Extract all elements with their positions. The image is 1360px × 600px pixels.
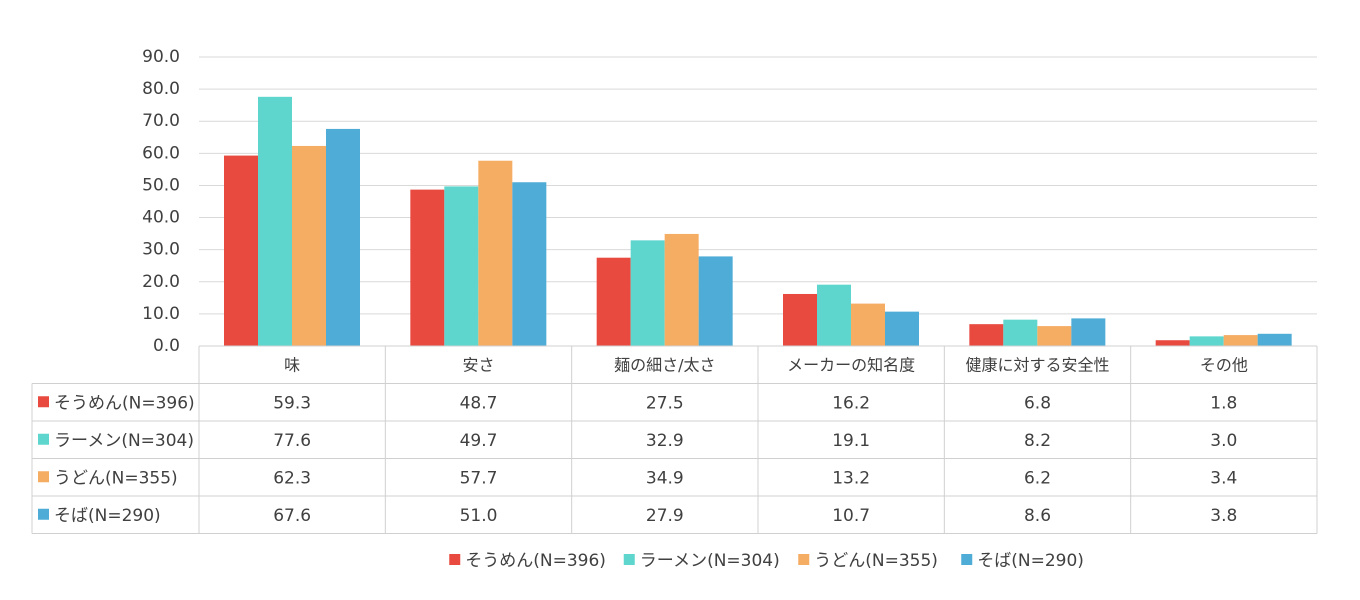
table-cell: 8.6 bbox=[1024, 506, 1051, 526]
y-tick-label: 70.0 bbox=[142, 111, 180, 131]
bar bbox=[698, 256, 733, 346]
row-label: そば(N=290) bbox=[54, 506, 161, 526]
table-cell: 3.4 bbox=[1210, 468, 1237, 488]
category-label: 味 bbox=[284, 355, 300, 374]
row-legend-swatch bbox=[38, 433, 49, 445]
bar bbox=[969, 324, 1004, 346]
bar bbox=[1223, 335, 1258, 346]
table-cell: 34.9 bbox=[646, 468, 684, 488]
table-cell: 6.8 bbox=[1024, 393, 1051, 413]
category-label: メーカーの知名度 bbox=[787, 355, 915, 374]
table-cell: 13.2 bbox=[832, 468, 870, 488]
legend-swatch bbox=[449, 554, 461, 565]
bar bbox=[292, 145, 326, 346]
table-cell: 51.0 bbox=[460, 506, 498, 526]
legend-label: そば(N=290) bbox=[977, 551, 1084, 571]
legend-label: そうめん(N=396) bbox=[465, 551, 606, 571]
bar bbox=[783, 293, 817, 346]
bar bbox=[1189, 336, 1224, 346]
table-cell: 3.0 bbox=[1210, 431, 1237, 451]
table-cell: 67.6 bbox=[273, 506, 311, 526]
table-cell: 59.3 bbox=[273, 393, 311, 413]
table-cell: 1.8 bbox=[1210, 393, 1237, 413]
bar bbox=[224, 155, 258, 346]
y-tick-label: 30.0 bbox=[142, 240, 180, 260]
row-label: うどん(N=355) bbox=[54, 468, 178, 488]
bar bbox=[1037, 326, 1072, 346]
table-cell: 3.8 bbox=[1210, 506, 1237, 526]
table-cell: 8.2 bbox=[1024, 431, 1051, 451]
bar bbox=[664, 233, 699, 346]
table-cell: 49.7 bbox=[460, 431, 498, 451]
row-label: ラーメン(N=304) bbox=[54, 431, 194, 451]
legend-swatch bbox=[623, 554, 635, 565]
bar bbox=[1071, 318, 1106, 346]
bar bbox=[1155, 340, 1190, 346]
y-tick-label: 80.0 bbox=[142, 79, 180, 99]
row-legend-swatch bbox=[38, 396, 49, 408]
bar bbox=[851, 303, 885, 346]
table-cell: 27.9 bbox=[646, 506, 684, 526]
y-axis: 0.0 10.0 20.0 30.0 40.0 50.0 60.0 70.0 80.0 90.0 bbox=[142, 47, 180, 356]
table-cell: 48.7 bbox=[460, 393, 498, 413]
legend: そうめん(N=396) ラーメン(N=304) うどん(N=355) そば(N=290… bbox=[449, 551, 1084, 571]
bar bbox=[885, 311, 919, 346]
table-cell: 10.7 bbox=[832, 506, 870, 526]
table-cell: 32.9 bbox=[646, 431, 684, 451]
category-label: 麺の細さ/太さ bbox=[614, 355, 715, 374]
y-tick-label: 0.0 bbox=[153, 336, 180, 356]
y-tick-label: 20.0 bbox=[142, 272, 180, 292]
grid-lines bbox=[199, 56, 1317, 347]
table-cell: 77.6 bbox=[273, 431, 311, 451]
table-cell: 62.3 bbox=[273, 468, 311, 488]
bar bbox=[1257, 333, 1292, 346]
legend-label: ラーメン(N=304) bbox=[640, 551, 780, 571]
bar bbox=[410, 189, 445, 346]
legend-label: うどん(N=355) bbox=[814, 551, 938, 571]
table-cell: 19.1 bbox=[832, 431, 870, 451]
bar bbox=[478, 160, 513, 346]
y-tick-label: 50.0 bbox=[142, 175, 180, 195]
bar bbox=[444, 186, 479, 346]
row-label: そうめん(N=396) bbox=[54, 393, 195, 413]
y-tick-label: 40.0 bbox=[142, 208, 180, 228]
bar bbox=[512, 182, 547, 346]
bars bbox=[224, 96, 1292, 346]
category-label: その他 bbox=[1200, 355, 1248, 374]
category-label: 安さ bbox=[462, 355, 494, 374]
y-tick-label: 60.0 bbox=[142, 143, 180, 163]
bar bbox=[1003, 319, 1038, 346]
bar bbox=[258, 96, 292, 346]
y-tick-label: 10.0 bbox=[142, 304, 180, 324]
category-label: 健康に対する安全性 bbox=[965, 355, 1109, 374]
table-cell: 6.2 bbox=[1024, 468, 1051, 488]
bar bbox=[596, 257, 631, 346]
y-tick-label: 90.0 bbox=[142, 47, 180, 67]
legend-swatch bbox=[961, 554, 973, 565]
bar bbox=[326, 128, 360, 346]
legend-swatch bbox=[798, 554, 810, 565]
table-cell: 57.7 bbox=[460, 468, 498, 488]
bar bbox=[817, 284, 851, 346]
table-cell: 16.2 bbox=[832, 393, 870, 413]
data-table: 味 安さ 麺の細さ/太さ メーカーの知名度 健康に対する安全性 その他そうめん(N=396… bbox=[31, 345, 1318, 534]
bar bbox=[630, 240, 665, 346]
row-legend-swatch bbox=[38, 471, 49, 483]
table-cell: 27.5 bbox=[646, 393, 684, 413]
row-legend-swatch bbox=[38, 508, 49, 520]
